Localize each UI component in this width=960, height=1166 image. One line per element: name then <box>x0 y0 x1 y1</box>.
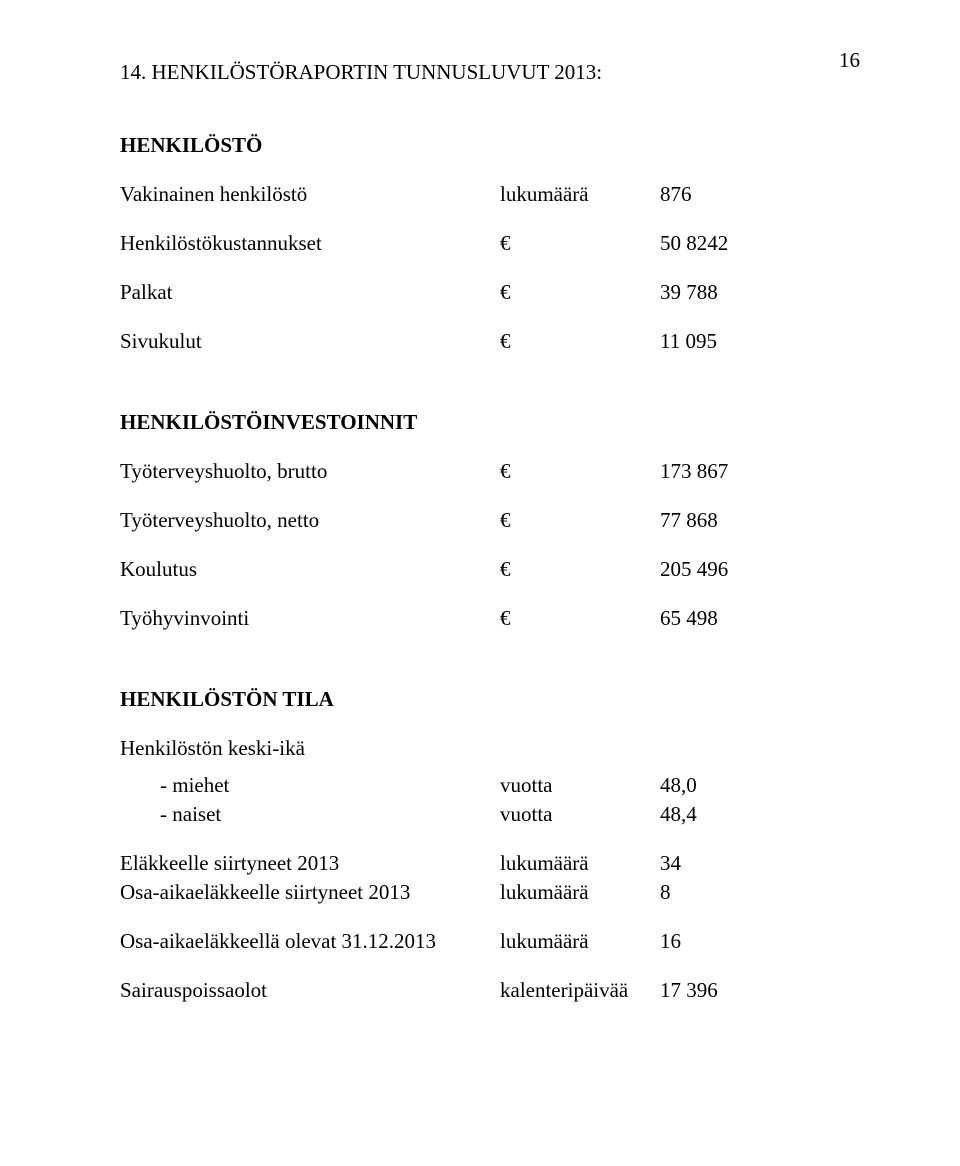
row-label: Sairauspoissaolot <box>120 978 500 1003</box>
row-unit: vuotta <box>500 802 660 827</box>
row-value: 50 8242 <box>660 231 780 256</box>
row-unit: € <box>500 557 660 582</box>
section-heading-tila: HENKILÖSTÖN TILA <box>120 687 860 712</box>
row-unit: € <box>500 231 660 256</box>
row-value: 16 <box>660 929 780 954</box>
row-unit: kalenteripäivää <box>500 978 660 1003</box>
section-heading-investoinnit: HENKILÖSTÖINVESTOINNIT <box>120 410 860 435</box>
table-row: Sairauspoissaolot kalenteripäivää 17 396 <box>120 978 860 1003</box>
row-value: 11 095 <box>660 329 780 354</box>
row-value: 205 496 <box>660 557 780 582</box>
row-unit: lukumäärä <box>500 880 660 905</box>
row-unit: € <box>500 459 660 484</box>
row-value: 876 <box>660 182 780 207</box>
row-label: Vakinainen henkilöstö <box>120 182 500 207</box>
table-row: Palkat € 39 788 <box>120 280 860 305</box>
row-value: 39 788 <box>660 280 780 305</box>
row-label: - miehet <box>120 773 500 798</box>
table-row: - naiset vuotta 48,4 <box>120 802 860 827</box>
document-title: 14. HENKILÖSTÖRAPORTIN TUNNUSLUVUT 2013: <box>120 60 860 85</box>
row-label: Sivukulut <box>120 329 500 354</box>
section-heading-henkilosto: HENKILÖSTÖ <box>120 133 860 158</box>
row-label: Työterveyshuolto, netto <box>120 508 500 533</box>
row-unit: lukumäärä <box>500 182 660 207</box>
sub-heading-keski-ika: Henkilöstön keski-ikä <box>120 736 860 761</box>
row-value: 77 868 <box>660 508 780 533</box>
row-value: 48,0 <box>660 773 780 798</box>
row-unit: lukumäärä <box>500 929 660 954</box>
table-row: Eläkkeelle siirtyneet 2013 lukumäärä 34 <box>120 851 860 876</box>
row-value: 48,4 <box>660 802 780 827</box>
row-label: Työhyvinvointi <box>120 606 500 631</box>
row-value: 34 <box>660 851 780 876</box>
table-row: - miehet vuotta 48,0 <box>120 773 860 798</box>
row-label: Osa-aikaeläkkeelle siirtyneet 2013 <box>120 880 500 905</box>
row-label: Työterveyshuolto, brutto <box>120 459 500 484</box>
table-row: Henkilöstökustannukset € 50 8242 <box>120 231 860 256</box>
table-row: Sivukulut € 11 095 <box>120 329 860 354</box>
row-unit: vuotta <box>500 773 660 798</box>
table-row: Osa-aikaeläkkeellä olevat 31.12.2013 luk… <box>120 929 860 954</box>
row-label: Eläkkeelle siirtyneet 2013 <box>120 851 500 876</box>
table-row: Työterveyshuolto, brutto € 173 867 <box>120 459 860 484</box>
table-row: Osa-aikaeläkkeelle siirtyneet 2013 lukum… <box>120 880 860 905</box>
table-row: Vakinainen henkilöstö lukumäärä 876 <box>120 182 860 207</box>
row-unit: lukumäärä <box>500 851 660 876</box>
table-row: Työhyvinvointi € 65 498 <box>120 606 860 631</box>
row-label: Osa-aikaeläkkeellä olevat 31.12.2013 <box>120 929 500 954</box>
row-label: Palkat <box>120 280 500 305</box>
row-unit: € <box>500 329 660 354</box>
row-unit: € <box>500 606 660 631</box>
table-row: Koulutus € 205 496 <box>120 557 860 582</box>
row-value: 173 867 <box>660 459 780 484</box>
row-value: 8 <box>660 880 780 905</box>
row-unit: € <box>500 508 660 533</box>
document-page: 16 14. HENKILÖSTÖRAPORTIN TUNNUSLUVUT 20… <box>0 0 960 1166</box>
row-value: 65 498 <box>660 606 780 631</box>
row-label: Henkilöstökustannukset <box>120 231 500 256</box>
row-unit: € <box>500 280 660 305</box>
table-row: Työterveyshuolto, netto € 77 868 <box>120 508 860 533</box>
row-label: - naiset <box>120 802 500 827</box>
row-label: Koulutus <box>120 557 500 582</box>
page-number: 16 <box>839 48 860 73</box>
row-value: 17 396 <box>660 978 780 1003</box>
